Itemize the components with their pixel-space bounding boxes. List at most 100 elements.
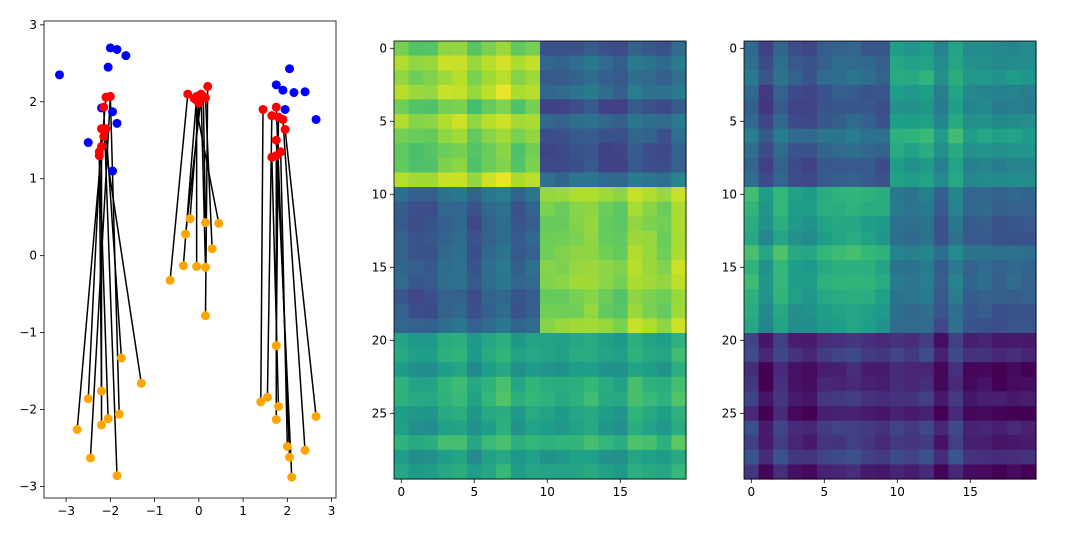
heatmap-cell <box>831 347 847 363</box>
heatmap-cell <box>671 435 687 451</box>
heatmap-cell <box>510 318 526 334</box>
heatmap-cell <box>1006 172 1022 188</box>
heatmap-cell <box>394 362 410 378</box>
heatmap-cell <box>758 128 774 144</box>
heatmap-cell <box>875 99 891 115</box>
heatmap-cell <box>510 187 526 203</box>
blue-point <box>271 80 281 90</box>
heatmap-cell <box>977 216 993 232</box>
heatmap-cell <box>948 216 964 232</box>
heatmap-cell <box>423 216 439 232</box>
heatmap-cell <box>904 99 920 115</box>
heatmap-cell <box>554 84 570 100</box>
heatmap-cell <box>831 70 847 86</box>
heatmap-cell <box>919 362 935 378</box>
heatmap-cell <box>1021 347 1037 363</box>
heatmap-cell <box>423 449 439 465</box>
heatmap-cell <box>496 376 512 392</box>
heatmap-cell <box>583 245 599 261</box>
heatmap-cell <box>467 84 483 100</box>
heatmap-cell <box>569 318 585 334</box>
heatmap-cell <box>569 362 585 378</box>
heatmap-cell <box>642 245 658 261</box>
heatmap-cell <box>467 376 483 392</box>
heatmap-cell <box>627 143 643 159</box>
heatmap-cell <box>963 128 979 144</box>
heatmap-cell <box>496 362 512 378</box>
heatmap-cell <box>569 143 585 159</box>
heatmap-cell <box>613 245 629 261</box>
heatmap-cell <box>671 172 687 188</box>
heatmap-cell <box>554 289 570 305</box>
heatmap-cell <box>540 187 556 203</box>
heatmap-cell <box>802 84 818 100</box>
heatmap-cell <box>598 289 614 305</box>
heatmap-cell <box>627 157 643 173</box>
heatmap-cell <box>948 376 964 392</box>
heatmap-cell <box>817 406 833 422</box>
heatmap-cell <box>467 260 483 276</box>
heatmap-cell <box>948 274 964 290</box>
heatmap-cell <box>846 391 862 407</box>
heatmap-cell <box>554 55 570 71</box>
y-tick-label: −1 <box>19 326 37 340</box>
heatmap-cell <box>467 274 483 290</box>
heatmap-cell <box>423 201 439 217</box>
orange-point <box>97 386 107 396</box>
heatmap-cell <box>977 201 993 217</box>
heatmap-cell <box>787 347 803 363</box>
heatmap-cell <box>1021 318 1037 334</box>
heatmap-cell <box>642 464 658 480</box>
heatmap-cell <box>904 303 920 319</box>
heatmap-cell <box>919 84 935 100</box>
heatmap-cell <box>525 201 541 217</box>
heatmap-cell <box>1006 201 1022 217</box>
heatmap-cell <box>831 362 847 378</box>
series-orange <box>72 214 321 482</box>
heatmap-cell <box>846 464 862 480</box>
heatmap-cell <box>408 70 424 86</box>
heatmap-cell <box>540 41 556 57</box>
heatmap-cell <box>656 41 672 57</box>
heatmap-cell <box>598 114 614 130</box>
heatmap-cell <box>452 99 468 115</box>
heatmap-cell <box>963 362 979 378</box>
heatmap-cell <box>933 347 949 363</box>
heatmap-cell <box>846 143 862 159</box>
heatmap-cell <box>569 245 585 261</box>
heatmap-cell <box>963 99 979 115</box>
heatmap-cell <box>510 420 526 436</box>
heatmap-cell <box>525 376 541 392</box>
heatmap-cell <box>408 391 424 407</box>
heatmap-cell <box>890 303 906 319</box>
heatmap-cell <box>890 318 906 334</box>
heatmap-cell <box>744 84 760 100</box>
heatmap-cell <box>1006 435 1022 451</box>
heatmap-cell <box>890 333 906 349</box>
y-tick-label: 15 <box>372 260 387 274</box>
heatmap-cell <box>1006 333 1022 349</box>
heatmap-cell <box>875 245 891 261</box>
heatmap-cell <box>452 201 468 217</box>
heatmap-cell <box>977 172 993 188</box>
orange-point <box>178 261 188 271</box>
heatmap-cell <box>860 201 876 217</box>
heatmap-cell <box>758 84 774 100</box>
heatmap-cell <box>992 347 1008 363</box>
heatmap-cell <box>554 216 570 232</box>
red-point <box>273 112 283 122</box>
heatmap-cell <box>1021 464 1037 480</box>
heatmap-cell <box>802 318 818 334</box>
heatmap-cell <box>802 347 818 363</box>
heatmap-cell <box>933 114 949 130</box>
heatmap-cell <box>569 289 585 305</box>
heatmap-cell <box>948 70 964 86</box>
heatmap-cell <box>1021 260 1037 276</box>
heatmap-cell <box>904 114 920 130</box>
heatmap-cell <box>554 274 570 290</box>
heatmap-cell <box>919 420 935 436</box>
heatmap-cell <box>467 70 483 86</box>
heatmap-cell <box>554 70 570 86</box>
y-tick-label: 10 <box>372 187 387 201</box>
heatmap-cell <box>569 347 585 363</box>
